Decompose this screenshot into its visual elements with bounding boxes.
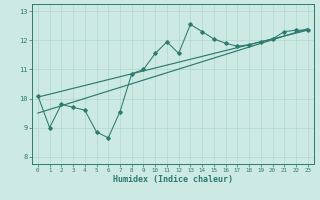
X-axis label: Humidex (Indice chaleur): Humidex (Indice chaleur) [113,175,233,184]
